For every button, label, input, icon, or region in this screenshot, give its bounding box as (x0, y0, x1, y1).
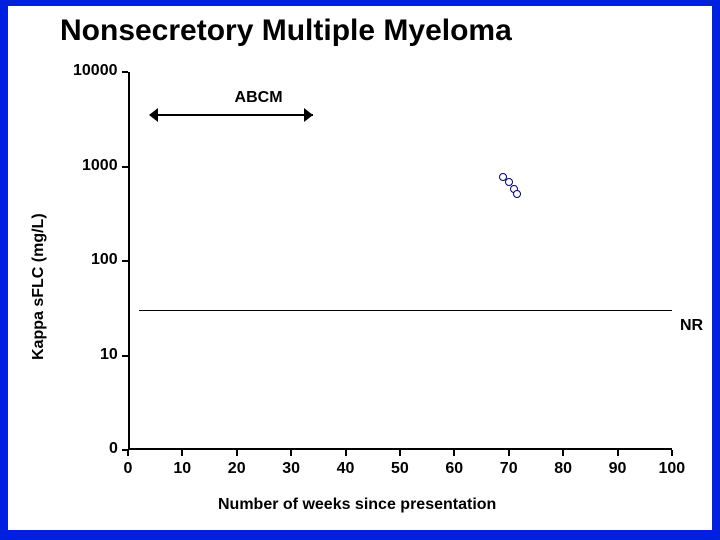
abcm-arrow-line (150, 114, 313, 116)
x-tick (508, 450, 510, 456)
y-tick-label: 10 (100, 346, 118, 364)
y-tick (122, 166, 128, 168)
x-tick (617, 450, 619, 456)
x-tick (290, 450, 292, 456)
x-tick-label: 80 (554, 460, 572, 478)
y-tick (122, 355, 128, 357)
y-axis (128, 72, 130, 450)
x-tick (399, 450, 401, 456)
x-tick-label: 20 (228, 460, 246, 478)
y-tick (122, 71, 128, 73)
y-tick-label: 0 (109, 440, 118, 458)
x-tick (453, 450, 455, 456)
y-tick-label: 10000 (73, 62, 118, 80)
y-tick-label: 100 (91, 251, 118, 269)
y-tick-label: 1000 (82, 157, 118, 175)
x-tick-label: 50 (391, 460, 409, 478)
y-axis-label: Kappa sFLC (mg/L) (30, 213, 48, 360)
x-tick (345, 450, 347, 456)
x-tick (181, 450, 183, 456)
x-tick-label: 60 (445, 460, 463, 478)
x-tick (236, 450, 238, 456)
y-tick (122, 260, 128, 262)
x-axis-label: Number of weeks since presentation (218, 496, 496, 514)
y-tick (122, 449, 128, 451)
abcm-arrow-left (149, 108, 158, 122)
x-tick-label: 100 (659, 460, 686, 478)
abcm-arrow-right (304, 108, 313, 122)
x-tick-label: 30 (282, 460, 300, 478)
plot-area (128, 72, 672, 450)
x-tick-label: 90 (609, 460, 627, 478)
nr-label: NR (680, 317, 703, 335)
x-tick (562, 450, 564, 456)
x-tick-label: 10 (173, 460, 191, 478)
abcm-label: ABCM (235, 89, 283, 107)
x-tick-label: 70 (500, 460, 518, 478)
x-tick-label: 40 (337, 460, 355, 478)
x-tick-label: 0 (124, 460, 133, 478)
slide-title: Nonsecretory Multiple Myeloma (60, 14, 512, 48)
nr-reference-line (139, 310, 672, 311)
x-tick (671, 450, 673, 456)
